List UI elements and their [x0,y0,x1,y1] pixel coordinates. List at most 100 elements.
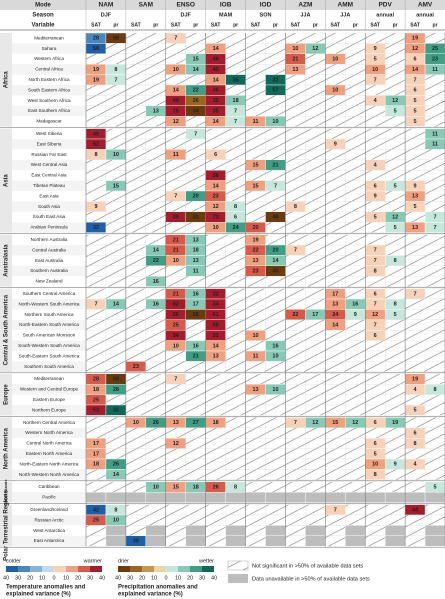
unavailable-cell [305,535,326,547]
hatched-cell [345,159,366,171]
variable: SAT [410,22,420,28]
hatched-cell [345,201,366,212]
cell-value: 31 [213,333,219,339]
hatched-cell [105,190,127,202]
hatched-cell [305,138,326,150]
hatched-cell [305,394,326,406]
cell-value: 12 [312,46,318,52]
hatched-cell [85,234,107,246]
hatched-cell [125,43,146,54]
cell-value: 7 [334,507,337,513]
hatched-cell [365,170,386,181]
cell-value: 10 [252,333,258,339]
hatched-cell [285,255,306,266]
hatched-cell [404,525,426,536]
hatched-cell [225,448,246,460]
hatched-cell [225,458,246,470]
hatched-cell [85,190,107,202]
variable: SAT [370,22,380,28]
hatched-cell [145,159,166,171]
hatched-cell [145,201,166,212]
cell-value: 17 [93,451,99,457]
cell-value: 8 [94,152,97,158]
legend-tick: 30 [87,575,93,581]
cell-value: 8 [234,204,237,210]
hatched-cell [225,190,246,202]
hatched-cell [165,74,186,86]
region-name: South-Western South America [18,343,80,348]
hatched-cell [285,504,306,516]
hatched-cell [85,170,107,181]
group-name: Central & South America [4,294,10,365]
legend-swatch [6,566,18,572]
hatched-cell [385,116,406,127]
cell-value: 19 [412,36,418,42]
hatched-cell [305,427,326,439]
legend-unavailable [228,574,248,583]
hatched-cell [205,448,226,460]
unavailable-cell [185,525,206,537]
cell-value: 13 [412,194,418,200]
hatched-cell [145,394,166,406]
hatched-cell [325,330,346,341]
region-name: Mediterranean [34,376,64,381]
hatched-cell [385,404,406,416]
hatched-cell [185,116,206,127]
cell-value: 13 [173,420,179,426]
cell-value: 12 [173,441,179,447]
legend-hatched [227,560,249,571]
hatched-cell [345,319,366,331]
header-label: Variable [31,23,55,29]
mode-name: NAM [99,2,114,9]
hatched-cell [225,32,246,44]
unavailable-cell [185,535,206,547]
hatched-cell [325,43,346,54]
hatched-cell [285,298,306,310]
hatched-cell [285,170,306,181]
cell-value: 5 [414,408,417,414]
cell-value: 7 [114,77,117,83]
unavailable-cell [325,492,346,503]
cell-value: 21 [173,237,179,243]
hatched-cell [265,417,286,428]
hatched-cell [365,149,386,160]
region-name: Central Australia [32,247,66,252]
cell-value: 44 [412,507,419,513]
hatched-cell [125,84,146,96]
cell-value: 16 [272,343,278,349]
hatched-cell [365,138,386,150]
variable: pr [193,22,198,28]
hatched-cell [345,448,366,460]
hatched-cell [345,481,366,493]
legend-low: colder [6,558,21,564]
legend-tick: 0 [164,575,167,581]
hatched-cell [105,159,127,171]
hatched-cell [125,427,146,439]
cell-value: 10 [372,67,378,73]
hatched-cell [345,222,366,233]
cell-value: 6 [414,88,417,94]
hatched-cell [125,330,146,341]
group-band [0,481,12,503]
hatched-cell [245,340,266,352]
hatched-cell [404,138,426,150]
cell-value: 5 [414,98,417,104]
cell-value: 18 [93,387,99,393]
hatched-cell [285,138,306,150]
row-label-bg [12,105,86,117]
hatched-cell [225,404,246,416]
hatched-cell [325,95,346,106]
legend-tick: 20 [187,575,193,581]
row-label-bg [12,276,86,287]
legend-swatch [118,566,130,572]
cell-value: 42 [93,507,99,513]
region-name: Eastern North America [26,451,73,456]
hatched-cell [85,180,107,192]
hatched-cell [325,394,346,406]
cell-value: 75 [173,108,179,114]
cell-value: 26 [153,420,159,426]
hatched-cell [305,504,326,516]
hatched-cell [424,265,445,277]
hatched-cell [125,244,146,256]
hatched-cell [385,394,406,406]
